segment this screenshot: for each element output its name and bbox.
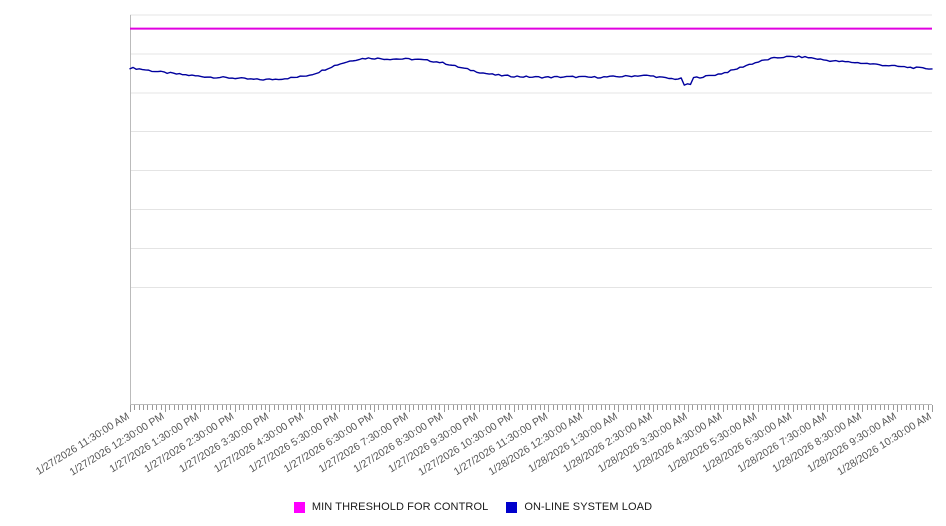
legend-item-on-line-system-load[interactable]: ON-LINE SYSTEM LOAD bbox=[506, 500, 653, 513]
series-load bbox=[129, 55, 933, 86]
legend-label-on-line-system-load: ON-LINE SYSTEM LOAD bbox=[524, 500, 653, 513]
legend-label-min-threshold-for-control: MIN THRESHOLD FOR CONTROL bbox=[311, 500, 489, 513]
legend-swatch-blue bbox=[506, 501, 518, 513]
legend-swatch-magenta bbox=[293, 501, 305, 513]
line-chart-plot: 1/27/2026 11:30:00 AM1/27/2026 12:30:00 … bbox=[34, 14, 934, 478]
axis-ticks-group bbox=[130, 405, 933, 412]
axis-lines-group bbox=[130, 15, 932, 405]
gridlines-group bbox=[130, 14, 932, 288]
x-axis-tick-labels: 1/27/2026 11:30:00 AM1/27/2026 12:30:00 … bbox=[34, 410, 934, 478]
legend-item-min-threshold-for-control[interactable]: MIN THRESHOLD FOR CONTROL bbox=[293, 500, 489, 513]
load-line bbox=[129, 55, 933, 86]
chart-legend: MIN THRESHOLD FOR CONTROL ON-LINE SYSTEM… bbox=[0, 495, 946, 519]
